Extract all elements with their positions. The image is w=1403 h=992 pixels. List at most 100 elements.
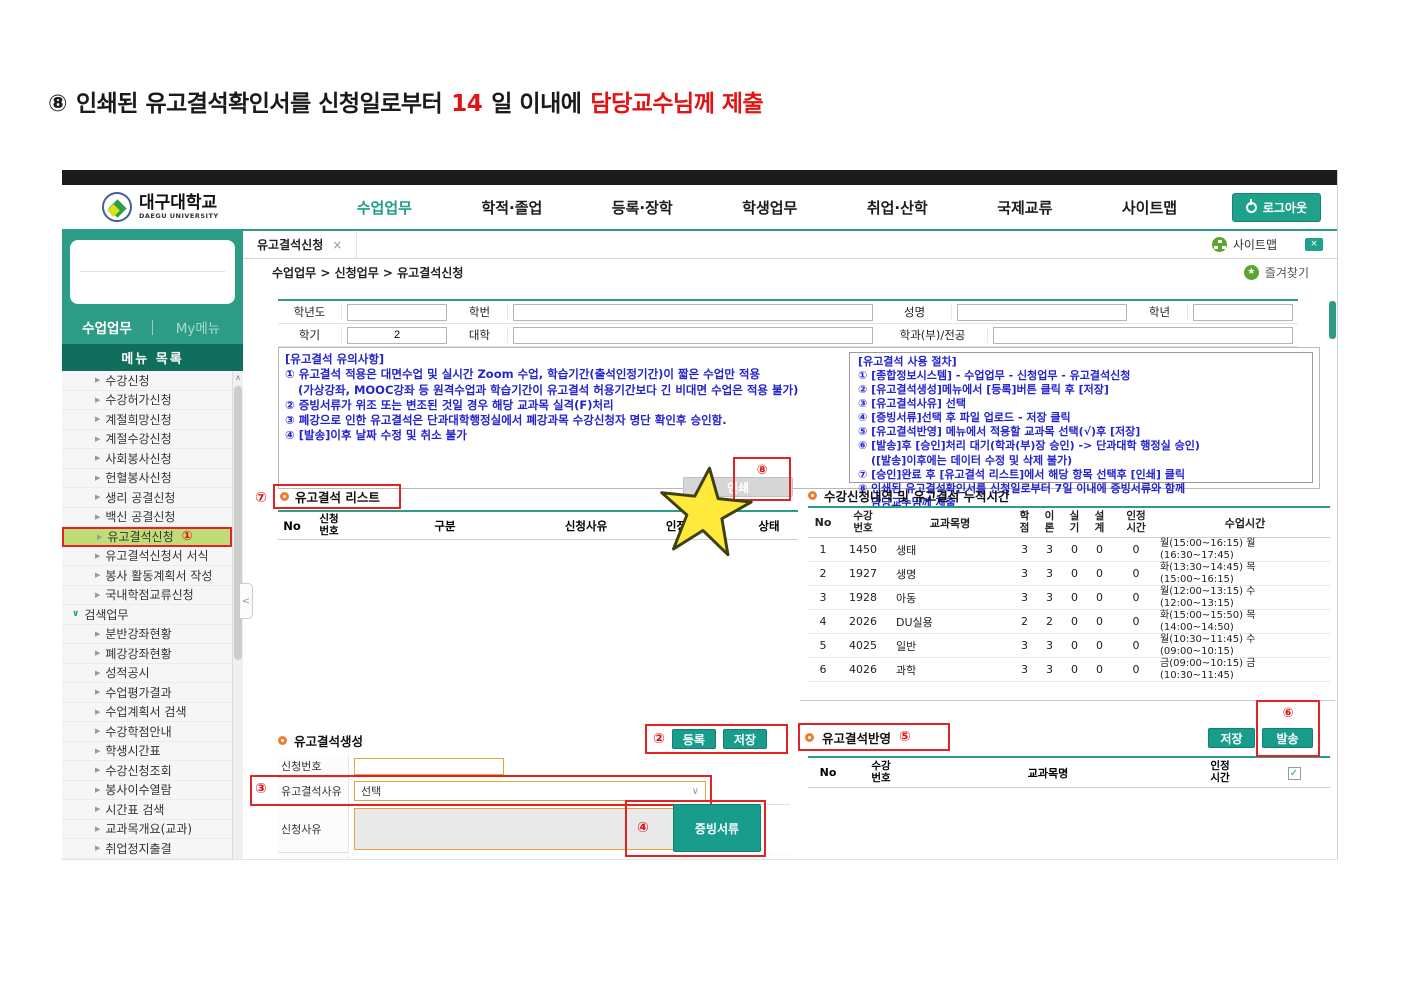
sidebar-item[interactable]: ▶ 수업평가결과 (62, 683, 232, 703)
scrollbar-thumb[interactable] (234, 386, 242, 660)
notice-line: ③ 폐강으로 인한 유고결석은 단과대학행정실에서 폐강과목 수강신청자 명단 … (285, 413, 727, 428)
register-button[interactable]: 등록 (671, 729, 716, 749)
table-row: 5 4025 일반 3 3 0 0 0 월(10:30~11:45) 수(09:00~10:15… (808, 634, 1330, 658)
notice-line: (가상강좌, MOOC강좌 등 원격수업과 학습기간이 유고결석 허용기간보다 … (298, 382, 799, 397)
absence-list-title: 유고결석 리스트 (295, 490, 380, 505)
nav-records-graduation[interactable]: 학적·졸업 (481, 198, 543, 217)
apply-save-button[interactable]: 저장 (1208, 728, 1255, 748)
app-window: 대구대학교 DAEGU UNIVERSITY 수업업무 학적·졸업 등록·장학 … (62, 170, 1338, 860)
sidebar-item[interactable]: ▶ 국내학점교류신청 (62, 585, 232, 605)
table-row: 4 2026 DU실용 2 2 0 0 0 화(15:00~15:50) 목(14:00~14:… (808, 610, 1330, 634)
sidebar-tab-mymenu[interactable]: My메뉴 (175, 321, 221, 337)
sidebar-item[interactable]: ▶ 계절희망신청 (62, 410, 232, 430)
nav-international[interactable]: 국제교류 (997, 198, 1053, 217)
nav-registration-scholarship[interactable]: 등록·장학 (611, 198, 673, 217)
annotation-2: ② (653, 731, 665, 747)
sidebar-item[interactable]: ▶ 성적공시 (62, 663, 232, 683)
sidebar-item[interactable]: ▶ 사회봉사신청 (62, 449, 232, 469)
name-input[interactable] (957, 303, 1127, 321)
arrow-icon: ▶ (95, 824, 101, 833)
sidebar-item[interactable]: ▶ 취업정지출결 (62, 839, 232, 859)
scroll-up-icon[interactable]: ∧ (235, 373, 241, 382)
arrow-icon: ▶ (97, 532, 103, 541)
annotation-3-box (250, 775, 712, 806)
grade-input[interactable] (1193, 303, 1293, 321)
window-close-icon[interactable]: × (1305, 238, 1323, 251)
reqno-input[interactable] (354, 757, 504, 775)
studentid-input[interactable] (513, 303, 873, 321)
reason-type-select[interactable]: 선택 ∨ (354, 781, 706, 801)
semester-input[interactable] (347, 326, 447, 344)
attach-document-button[interactable]: 증빙서류 (673, 804, 761, 852)
year-input[interactable] (347, 303, 447, 321)
breadcrumb-path: 수업업무 > 신청업무 > 유고결석신청 (272, 266, 464, 280)
sidebar-item-absence-application[interactable]: ▶ 유고결석신청 ① (62, 527, 232, 547)
procedure-title: [유고결석 사용 절차] (858, 355, 957, 368)
arrow-icon: ▶ (95, 766, 101, 775)
sidebar-item[interactable]: ▶ 계절수강신청 (62, 429, 232, 449)
inner-scrollbar[interactable] (1329, 301, 1336, 339)
sidebar-tab-class-affairs[interactable]: 수업업무 (82, 321, 132, 337)
college-input[interactable] (513, 326, 873, 344)
sidebar-item[interactable]: ▶ 학생시간표 (62, 741, 232, 761)
table-row: 1 1450 생태 3 3 0 0 0 월(15:00~16:15) 월(16:30~17:45… (808, 538, 1330, 562)
dept-input[interactable] (993, 326, 1293, 344)
sidebar-item[interactable]: ▶ 분반강좌현황 (62, 624, 232, 644)
procedure-line: ([발송]이후에는 데이터 수정 및 삭제 불가) (871, 453, 1073, 467)
student-info-form: 학년도 학번 성명 학년 학기 대학 학과(부)/전공 (278, 299, 1298, 347)
main-nav: 수업업무 학적·졸업 등록·장학 학생업무 취업·산학 국제교류 사이트맵 (302, 197, 1232, 218)
year-label: 학년도 (278, 304, 342, 320)
sidebar-collapse-handle[interactable]: < (239, 583, 253, 619)
sidebar-item[interactable]: ▶ 수강신청조회 (62, 761, 232, 781)
create-section-title: 유고결석생성 (294, 734, 364, 749)
arrow-icon: ▶ (95, 590, 101, 599)
logout-button[interactable]: 로그아웃 (1231, 192, 1321, 222)
sidebar-item[interactable]: ▶ 시간표 검색 (62, 800, 232, 820)
section-divider (800, 700, 1335, 701)
sidebar-item[interactable]: ▶ 헌혈봉사신청 (62, 468, 232, 488)
annotation-3: ③ (255, 781, 267, 797)
sidebar-item[interactable]: ▶ 폐강강좌현황 (62, 644, 232, 664)
nav-student-affairs[interactable]: 학생업무 (742, 198, 798, 217)
sidebar-item[interactable]: ▶ 백신 공결신청 (62, 507, 232, 527)
arrow-icon: ▶ (95, 805, 101, 814)
sidebar-item[interactable]: ▶ 수강신청 (62, 371, 232, 391)
menu-scrollbar[interactable]: ∧ (232, 371, 243, 859)
procedure-line: ⑧ 인쇄된 유고결석확인서를 신청일로부터 7일 이내에 증빙서류와 함께 (858, 481, 1186, 495)
nav-class-affairs[interactable]: 수업업무 (356, 198, 412, 217)
col-status: 상태 (758, 518, 780, 533)
arrow-icon: ▶ (95, 493, 101, 502)
send-button[interactable]: 발송 (1262, 728, 1313, 748)
nav-career[interactable]: 취업·산학 (866, 198, 928, 217)
sidebar-section-search[interactable]: ∨ 검색업무 (62, 605, 232, 625)
sidebar-item[interactable]: ▶ 생리 공결신청 (62, 488, 232, 508)
procedure-line: ① [종합정보시스템] - 수업업무 - 신청업무 - 유고결석신청 (858, 369, 1131, 383)
sidebar-item[interactable]: ▶ 수업계획서 검색 (62, 702, 232, 722)
procedure-line: ⑦ [승인]완료 후 [유고결석 리스트]에서 해당 항목 선택후 [인쇄] 클… (858, 467, 1185, 481)
close-icon[interactable]: × (332, 237, 343, 252)
col-no: No (283, 518, 301, 533)
favorite-link[interactable]: ★ 즐겨찾기 (1243, 264, 1309, 281)
reason-textarea[interactable] (354, 807, 674, 850)
procedure-line: ③ [유고결석사유] 선택 (858, 397, 966, 411)
nav-sitemap[interactable]: 사이트맵 (1121, 198, 1178, 217)
sidebar-item[interactable]: ▶ 수강학점안내 (62, 722, 232, 742)
sidebar-item[interactable]: ▶ 봉사 활동계획서 작성 (62, 566, 232, 586)
tab-absence-application[interactable]: 유고결석신청 × (243, 231, 358, 258)
sidebar-item[interactable]: ▶ 교과목개요(교과) (62, 819, 232, 839)
sidebar-tab-divider (152, 319, 153, 335)
check-all-checkbox[interactable]: ✓ (1287, 766, 1301, 780)
period-end-input[interactable]: ▦ (513, 859, 651, 860)
period-start-input[interactable]: ▦ (354, 859, 492, 860)
sidebar-item[interactable]: ▶ 유고결석신청서 서식 (62, 546, 232, 566)
save-button[interactable]: 저장 (722, 729, 767, 749)
notice-left-title: [유고결석 유의사항] (285, 352, 385, 366)
arrow-icon: ▶ (95, 844, 101, 853)
arrow-icon: ▶ (95, 629, 101, 638)
sidebar-item[interactable]: ▶ 수강허가신청 (62, 390, 232, 410)
university-name: 대구대학교 (139, 192, 218, 213)
sidebar-item[interactable]: ▶ 봉사이수열람 (62, 780, 232, 800)
sitemap-link[interactable]: 사이트맵 (1211, 236, 1277, 253)
bullet-icon (808, 491, 817, 500)
breadcrumb: 수업업무 > 신청업무 > 유고결석신청 ★ 즐겨찾기 (243, 259, 1337, 286)
